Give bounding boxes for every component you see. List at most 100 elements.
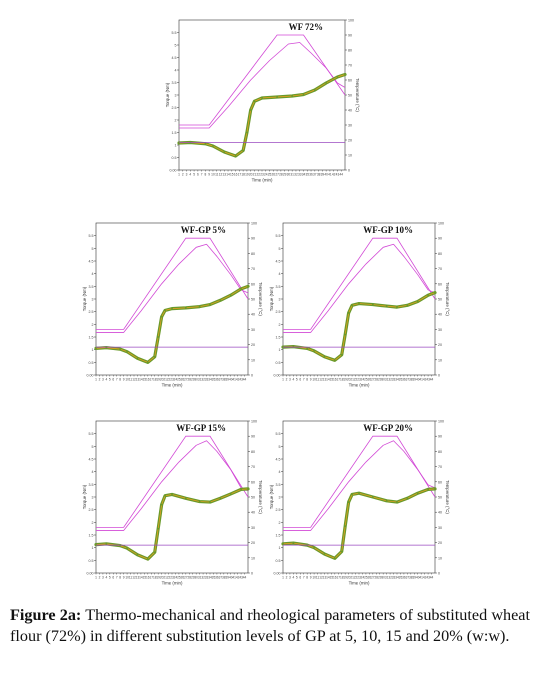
x-tick-label: 13 — [136, 378, 140, 382]
torque-point — [246, 131, 248, 134]
x-tick-label: 44 — [243, 576, 247, 580]
y-tick-label: 1 — [175, 144, 177, 148]
y-right-tick-label: 10 — [438, 358, 442, 362]
x-tick-label: 37 — [406, 576, 410, 580]
chart-svg: 0.00 0.5 1 1.5 2 2.5 3 3.5 4 4.5 5 5.5 0 10 20 30 40 50 60… — [82, 222, 263, 388]
x-tick-label: 12 — [319, 576, 323, 580]
y-tick-label: 4.5 — [89, 260, 94, 264]
x-tick-label: 34 — [395, 378, 399, 382]
torque-point — [219, 497, 222, 500]
y-tick-label: 3.5 — [276, 483, 281, 487]
y-right-tick-label: 90 — [438, 237, 442, 241]
chart-wf-gp-5: 0.00 0.5 1 1.5 2 2.5 3 3.5 4 4.5 5 5.5 0 10 20 30 40 50 60… — [82, 215, 263, 391]
x-tick-label: 44 — [243, 378, 247, 382]
x-tick-label: 24 — [174, 378, 178, 382]
torque-point — [136, 357, 139, 360]
torque-point — [291, 95, 294, 97]
chart-svg: 0.00 0.5 1 1.5 2 2.5 3 3.5 4 4.5 5 5.5 0 10 20 30 40 50 60… — [269, 420, 450, 586]
x-tick-label: 25 — [364, 576, 368, 580]
x-tick-label: 26 — [368, 576, 372, 580]
x-tick-label: 16 — [333, 576, 337, 580]
torque-point — [146, 558, 149, 560]
x-tick-label: 23 — [357, 576, 361, 580]
x-tick-label: 32 — [201, 378, 205, 382]
y-tick-label: 1.5 — [276, 534, 281, 538]
torque-point — [212, 145, 214, 147]
x-tick-label: 42 — [332, 173, 336, 177]
y-tick-label: 1 — [92, 348, 94, 352]
torque-point — [184, 306, 187, 309]
x-tick-label: 32 — [294, 173, 298, 177]
x-tick-label: 11 — [129, 576, 133, 580]
y-right-tick-label: 50 — [251, 298, 255, 302]
x-tick-label: 32 — [388, 576, 392, 580]
y-right-tick-label: 90 — [251, 237, 255, 241]
x-tick-label: 12 — [219, 173, 223, 177]
torque-point — [358, 302, 360, 305]
y-tick-label: 5.5 — [89, 432, 94, 436]
x-tick-label: 35 — [305, 173, 309, 177]
x-tick-label: 9 — [310, 378, 312, 382]
x-tick-label: 24 — [361, 576, 365, 580]
x-tick-label: 3 — [102, 576, 104, 580]
x-tick-label: 19 — [343, 576, 347, 580]
x-tick-label: 34 — [208, 378, 212, 382]
x-tick-label: 22 — [256, 173, 260, 177]
y-tick-label: 5 — [279, 247, 281, 251]
chart-title: WF 72% — [289, 22, 323, 32]
x-tick-label: 15 — [143, 576, 147, 580]
x-tick-label: 1 — [282, 378, 284, 382]
y-right-tick-label: 0 — [438, 374, 440, 378]
x-tick-label: 31 — [290, 173, 294, 177]
x-tick-label: 29 — [191, 576, 195, 580]
x-tick-label: 36 — [402, 378, 406, 382]
x-tick-label: 10 — [312, 576, 316, 580]
torque-point — [229, 493, 232, 495]
x-tick-label: 5 — [109, 576, 111, 580]
x-tick-label: 5 — [296, 378, 298, 382]
y-right-tick-label: 30 — [438, 526, 442, 530]
torque-point — [323, 553, 326, 555]
y-tick-label: 4.5 — [89, 458, 94, 462]
torque-point — [240, 287, 242, 290]
torque-point — [347, 501, 350, 503]
x-tick-label: 14 — [139, 576, 143, 580]
x-tick-label: 20 — [347, 378, 351, 382]
x-tick-label: 29 — [378, 576, 382, 580]
x-tick-label: 38 — [409, 576, 413, 580]
torque-point — [234, 155, 237, 157]
y-right-tick-label: 50 — [438, 298, 442, 302]
torque-line — [178, 74, 346, 157]
y-tick-label: 3 — [92, 496, 94, 500]
y-right-tick-label: 30 — [438, 328, 442, 332]
x-tick-label: 23 — [357, 378, 361, 382]
x-tick-label: 2 — [286, 576, 288, 580]
y-right-tick-label: 60 — [251, 480, 255, 484]
y-right-axis-title: Temperature (°C) — [258, 480, 263, 514]
y-right-tick-label: 20 — [251, 343, 255, 347]
x-tick-label: 27 — [184, 378, 188, 382]
x-tick-label: 30 — [381, 378, 385, 382]
temperature-target-line — [283, 435, 436, 528]
y-right-tick-label: 100 — [251, 222, 257, 226]
x-tick-label: 35 — [212, 576, 216, 580]
x-tick-label: 7 — [303, 576, 305, 580]
y-right-tick-label: 80 — [251, 252, 255, 256]
torque-point — [396, 306, 398, 309]
torque-point — [323, 355, 326, 358]
y-right-axis-title: Temperature (°C) — [445, 480, 450, 514]
y-tick-label: 1 — [279, 546, 281, 550]
torque-point — [105, 542, 108, 545]
torque-point — [347, 312, 350, 314]
x-tick-label: 26 — [272, 173, 276, 177]
torque-point — [406, 304, 409, 307]
x-tick-label: 1 — [95, 576, 97, 580]
y-tick-label: 1.5 — [172, 131, 177, 135]
y-right-tick-label: 70 — [348, 64, 352, 68]
x-tick-label: 18 — [153, 378, 157, 382]
y-tick-label: 1 — [279, 348, 281, 352]
x-tick-label: 44 — [430, 576, 434, 580]
x-tick-label: 39 — [225, 378, 229, 382]
torque-line — [282, 488, 436, 559]
x-tick-label: 25 — [177, 378, 181, 382]
